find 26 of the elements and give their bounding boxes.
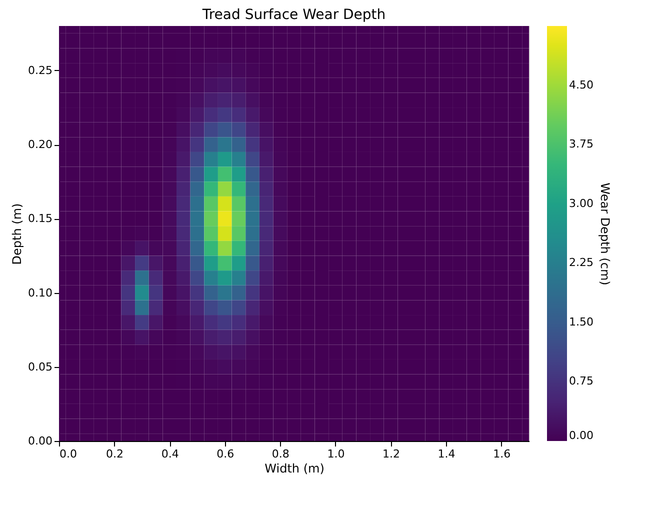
y-tick-label: 0.15 [28, 212, 52, 226]
x-tick-label: 1.6 [493, 448, 511, 460]
y-tick-label: 0.05 [28, 360, 52, 374]
x-tick-label: 0.8 [272, 448, 290, 460]
x-tick-label: 1.4 [438, 448, 456, 460]
color-bar-label: 3.75 [569, 138, 594, 151]
chart-title: Tread Surface Wear Depth [201, 7, 386, 23]
y-tick-label: 0.20 [28, 138, 52, 152]
x-tick-label: 0.6 [216, 448, 234, 460]
color-bar-label: 4.50 [569, 78, 594, 92]
x-tick-label: 0.0 [60, 448, 77, 460]
y-tick-label: 0.25 [28, 64, 52, 77]
y-axis-title: Depth (m) [10, 203, 24, 265]
color-bar-label: 0.00 [569, 429, 594, 442]
x-tick-label: 1.2 [382, 448, 400, 460]
color-bar-title: Wear Depth (cm) [598, 182, 612, 286]
color-bar-label: 2.25 [569, 256, 594, 270]
x-tick-label: 1.0 [327, 448, 345, 460]
x-tick-label: 0.2 [106, 448, 124, 460]
color-bar-label: 1.50 [569, 315, 594, 328]
y-tick-label: 0.00 [28, 434, 52, 448]
color-bar-label: 3.00 [569, 196, 594, 210]
color-bar-label: 0.75 [569, 374, 594, 388]
x-tick-label: 0.4 [161, 448, 179, 460]
y-tick-label: 0.10 [28, 286, 52, 300]
x-axis-title: Width (m) [264, 462, 324, 476]
